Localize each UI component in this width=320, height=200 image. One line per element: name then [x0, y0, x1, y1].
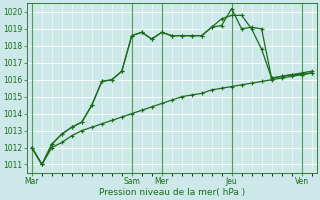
X-axis label: Pression niveau de la mer( hPa ): Pression niveau de la mer( hPa ) [99, 188, 245, 197]
